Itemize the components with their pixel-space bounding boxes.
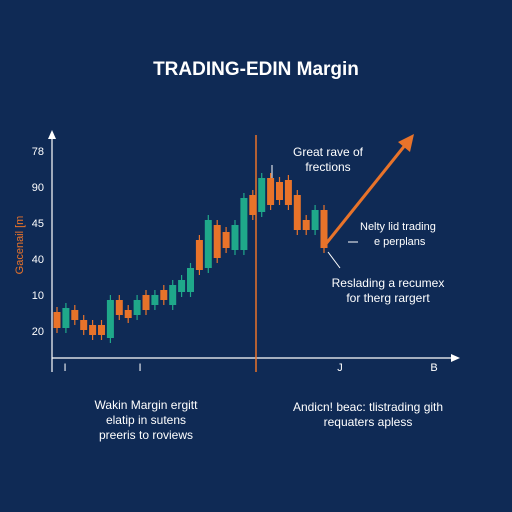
pointer [327, 251, 341, 269]
candle-body [240, 198, 248, 250]
y-axis-arrow [48, 130, 56, 139]
candle-body [178, 280, 186, 292]
candle-body [231, 225, 239, 250]
annotation: preeris to roviews [99, 428, 193, 442]
trend-arrow-head [398, 134, 414, 152]
y-tick-label: 90 [32, 182, 44, 194]
candle-body [222, 232, 230, 248]
annotation: Nelty lid trading [360, 221, 436, 233]
candle-body [320, 210, 328, 248]
chart-title: TRADING-EDIN Margin [153, 59, 359, 80]
candle-body [169, 285, 177, 305]
candle-body [115, 300, 123, 315]
x-tick-label: I [63, 362, 66, 374]
candle-body [284, 180, 292, 205]
candle-body [311, 210, 319, 230]
annotation: Great rave of [293, 145, 364, 159]
annotation: Andicn! beac: tlistrading gith [293, 400, 443, 414]
y-tick-label: 10 [32, 290, 44, 302]
candle-body [89, 325, 97, 335]
candle-body [249, 195, 257, 215]
candle-body [124, 310, 132, 318]
annotation: elatip in sutens [106, 413, 186, 427]
candle-body [160, 290, 168, 300]
y-axis-label: Gacenail [m [14, 216, 26, 275]
annotation: Wakin Margin ergitt [95, 398, 199, 412]
candle-body [142, 295, 150, 310]
candle-body [293, 195, 301, 230]
candle-body [195, 240, 203, 270]
x-tick-label: I [138, 362, 141, 374]
candle-body [62, 308, 70, 328]
candle-body [204, 220, 212, 268]
y-tick-label: 78 [32, 146, 44, 158]
candle-body [151, 295, 159, 305]
annotation: e perplans [374, 236, 426, 248]
candle-body [276, 182, 283, 200]
annotation: for therg rargert [346, 291, 430, 305]
y-tick-label: 40 [32, 254, 44, 266]
candle-body [98, 325, 105, 335]
y-tick-label: 45 [32, 218, 44, 230]
candle-body [213, 225, 221, 258]
trend-arrow [323, 143, 408, 246]
x-axis-arrow [451, 354, 460, 362]
candle-body [302, 220, 310, 230]
y-tick-label: 20 [32, 326, 44, 338]
x-tick-label: B [430, 362, 437, 374]
candle-body [258, 178, 266, 212]
annotation: requaters apless [324, 415, 413, 429]
candle-body [71, 310, 79, 320]
x-tick-label: J [337, 362, 343, 374]
candle-body [80, 320, 88, 330]
candle-body [133, 300, 141, 315]
candle-body [106, 300, 114, 338]
annotation: frections [305, 160, 350, 174]
candle-body [187, 268, 194, 292]
candle-body [53, 312, 61, 328]
candle-body [267, 178, 275, 205]
annotation: Reslading a recumex [332, 276, 445, 290]
